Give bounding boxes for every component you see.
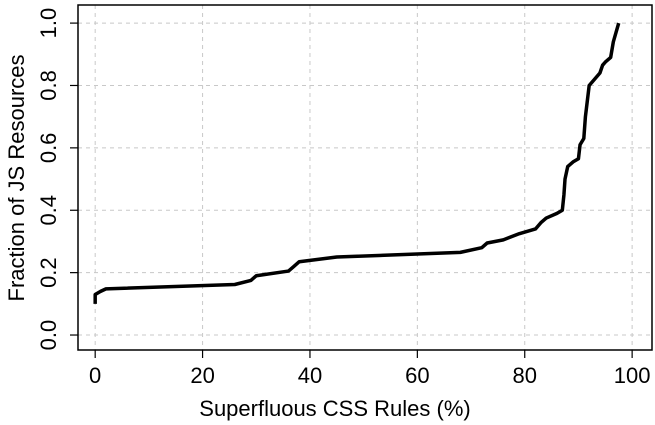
y-tick-label: 0.6 bbox=[36, 133, 61, 164]
x-tick-label: 80 bbox=[513, 363, 537, 388]
y-tick-label: 0.8 bbox=[36, 70, 61, 101]
data-line bbox=[93, 22, 621, 304]
y-tick-label: 1.0 bbox=[36, 8, 61, 39]
x-tick-label: 20 bbox=[190, 363, 214, 388]
y-axis-label: Fraction of JS Resources bbox=[4, 55, 29, 302]
y-tick-label: 0.4 bbox=[36, 195, 61, 226]
x-axis-label: Superfluous CSS Rules (%) bbox=[199, 396, 470, 421]
plot-frame bbox=[77, 4, 653, 351]
y-tick-label: 0.2 bbox=[36, 257, 61, 288]
x-tick-label: 40 bbox=[298, 363, 322, 388]
x-tick-label: 60 bbox=[405, 363, 429, 388]
y-tick-label: 0.0 bbox=[36, 320, 61, 351]
x-tick-label: 100 bbox=[614, 363, 651, 388]
x-tick-label: 0 bbox=[89, 363, 101, 388]
